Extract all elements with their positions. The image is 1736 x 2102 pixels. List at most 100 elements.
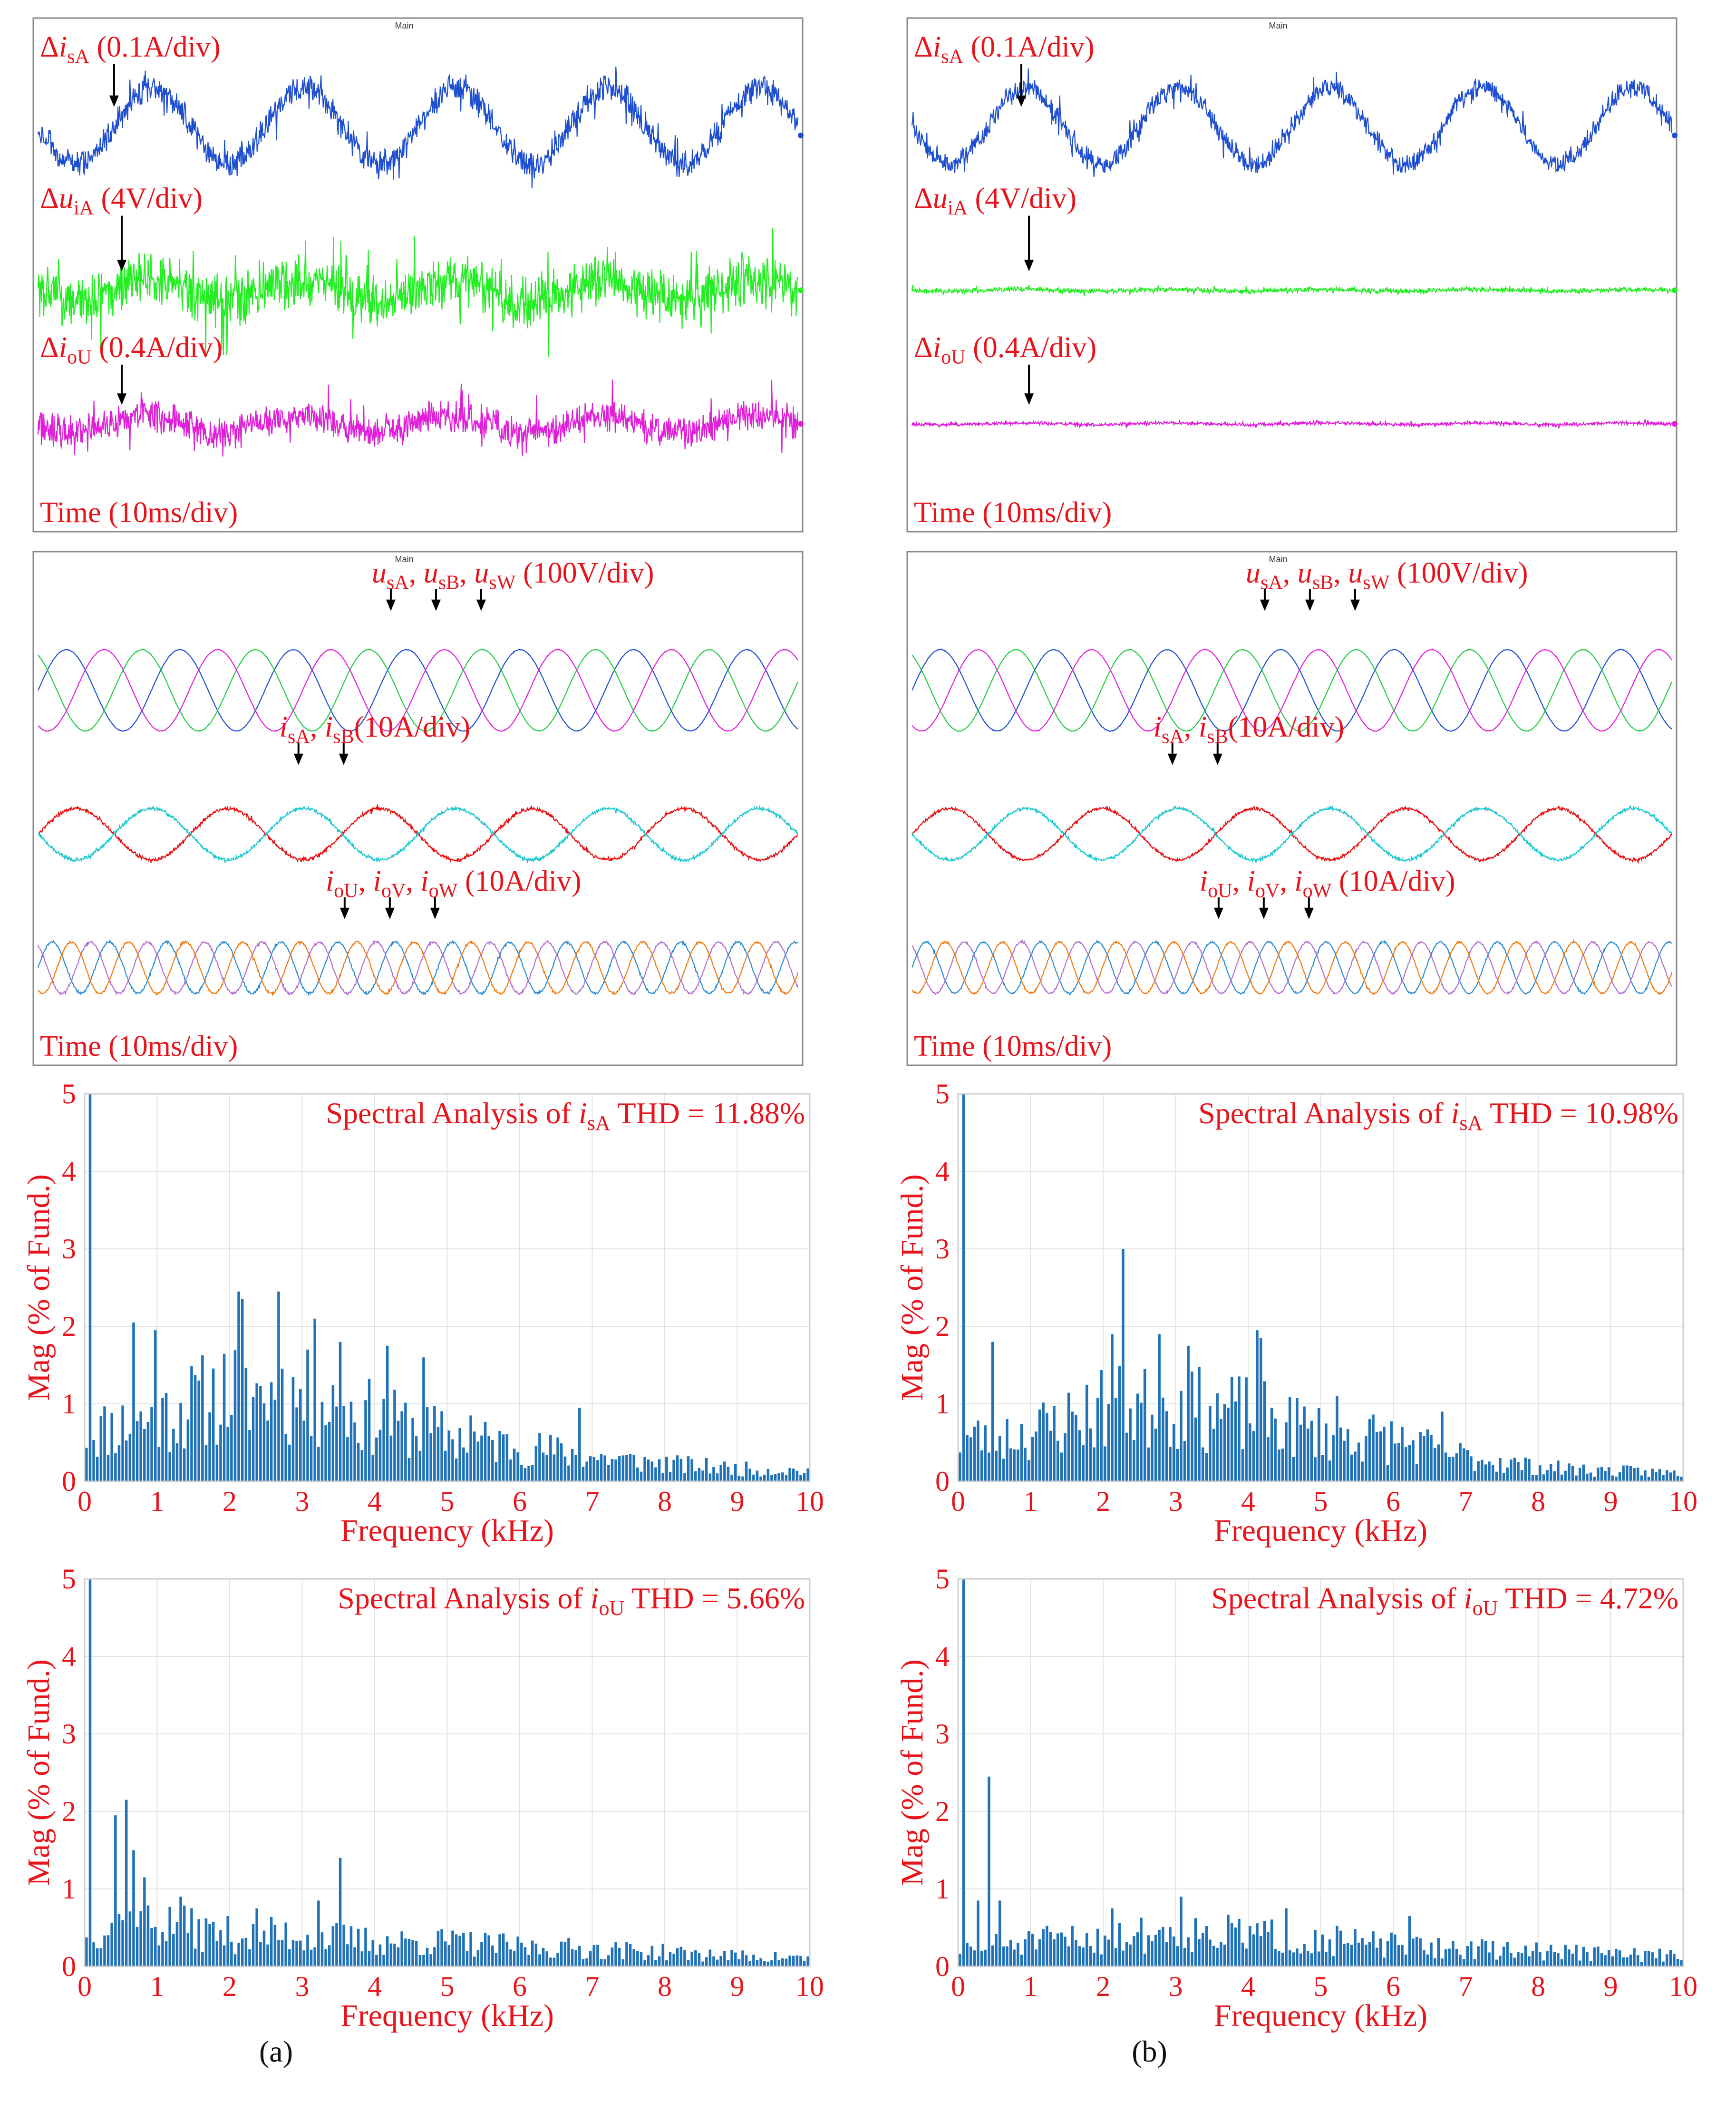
x-tick-label: 0 <box>951 1971 965 2002</box>
spectrum-bar <box>339 1342 342 1481</box>
spectrum-bar <box>1136 1393 1139 1481</box>
spectrum-bar <box>1267 1437 1270 1481</box>
spectrum-bar <box>777 1473 780 1481</box>
spectrum-bar <box>636 1467 639 1481</box>
spectrum-bar <box>1147 1447 1150 1481</box>
spectrum-bar <box>1433 1448 1436 1481</box>
spectrum-bar <box>1542 1960 1545 1966</box>
spectrum-bar <box>1321 1455 1324 1481</box>
spectrum-bar <box>88 1094 92 1481</box>
spectrum-bar <box>1017 1943 1019 1966</box>
spectrum-bar <box>1644 1951 1647 1966</box>
spectrum-bar <box>248 1949 251 1966</box>
spectrum-bar <box>1513 1458 1516 1481</box>
spectrum-bar <box>1444 1452 1447 1481</box>
spectrum-bar <box>1281 1952 1284 1966</box>
trace-label-2: ΔioU​ (0.4A/div) <box>40 331 223 369</box>
trace-arrow-0-head <box>1016 95 1026 107</box>
spectrum-bar <box>727 1960 730 1966</box>
spectrum-bar <box>1230 1377 1233 1481</box>
spectrum-bar <box>966 1435 969 1481</box>
time-label: Time (10ms/div) <box>914 1030 1112 1062</box>
wave-label-1: isA​, isB​(10A/div) <box>280 711 470 748</box>
spectrum-bar <box>1531 1475 1534 1481</box>
spectrum-bar <box>244 1937 248 1966</box>
spectrum-bar <box>621 1455 625 1481</box>
spectrum-bar <box>1296 1948 1299 1966</box>
spectrum-bar <box>603 1455 606 1481</box>
x-tick-label: 10 <box>1669 1971 1697 2002</box>
spectrum-bar <box>1317 1951 1320 1966</box>
y-tick-label: 3 <box>62 1233 76 1265</box>
spectrum-bar <box>549 1435 552 1481</box>
y-tick-label: 2 <box>62 1796 76 1827</box>
spectrum-bar <box>161 1932 164 1966</box>
spectrum-bar <box>233 1954 237 1966</box>
spectrum-bar <box>1162 1397 1164 1481</box>
trace-0 <box>911 68 1673 177</box>
x-axis-label: Frequency (kHz) <box>1214 1513 1427 1548</box>
wave-label-0: usA​, usB​, usW​ (100V/div) <box>1246 557 1528 594</box>
spectrum-bar <box>1665 1954 1668 1966</box>
spectrum-bar <box>1535 1475 1538 1481</box>
spectrum-bar <box>1611 1475 1614 1481</box>
spectrum-bar <box>146 1422 150 1481</box>
spectrum-bar <box>154 1330 157 1481</box>
spectrum-bar <box>1288 1397 1291 1481</box>
wave-arrow-0-0-head <box>386 599 396 611</box>
spectrum-bar <box>1575 1945 1578 1966</box>
spectrum-bar <box>1027 1931 1030 1966</box>
spectrum-bar <box>1027 1460 1030 1481</box>
spectrum-bar <box>230 1941 233 1966</box>
spectrum-bar <box>1571 1954 1574 1966</box>
spectrum-bar <box>1520 1470 1523 1481</box>
spectrum-bar <box>676 1455 679 1481</box>
spectrum-bar <box>204 1445 208 1481</box>
spectrum-bar <box>349 1926 353 1966</box>
chart-title: Spectral Analysis of ioU THD = 4.72% <box>1211 1581 1678 1620</box>
trace-label-1: ΔuiA​ (4V/div) <box>40 183 203 220</box>
spectrum-bar <box>683 1950 686 1966</box>
spectrum-bar <box>1647 1477 1650 1481</box>
spectrum-bar <box>1270 1919 1273 1966</box>
spectrum-bar <box>745 1955 748 1966</box>
spectrum-bar <box>513 1449 516 1481</box>
spectrum-bar <box>103 1406 106 1481</box>
spectrum-bar <box>476 1950 480 1966</box>
spectrum-bar <box>473 1431 476 1481</box>
spectrum-bar <box>592 1945 596 1966</box>
spectrum-bar <box>183 1448 186 1481</box>
wave-0-2 <box>38 649 798 732</box>
spectrum-bar <box>582 1467 585 1481</box>
spectrum-bar <box>1100 1370 1103 1481</box>
spectrum-bar <box>1288 1950 1291 1966</box>
spectrum-bar <box>701 1961 704 1966</box>
spectrum-bar <box>378 1944 382 1966</box>
spectrum-bar <box>1017 1449 1019 1481</box>
x-tick-label: 8 <box>658 1971 672 2002</box>
spectrum-bar <box>1513 1957 1516 1966</box>
y-axis-label: Mag (% of Fund.) <box>895 1659 930 1886</box>
spectrum-bar <box>1346 1943 1349 1966</box>
spectrum-bar <box>1455 1453 1458 1481</box>
spectrum-bar <box>1553 1471 1556 1481</box>
spectrum-bar <box>1644 1470 1647 1481</box>
spectrum-bar <box>741 1950 744 1966</box>
spectrum-bar <box>1597 1467 1600 1481</box>
spectrum-bar <box>1626 1957 1629 1966</box>
spectrum-bar <box>335 1406 338 1481</box>
spectrum-bar <box>1067 1392 1070 1481</box>
wave-arrow-1-0-head <box>293 753 303 765</box>
spectrum-bar <box>1234 1927 1237 1966</box>
spectrum-bar <box>1085 1933 1088 1966</box>
spectrum-bar <box>502 1434 505 1481</box>
time-label: Time (10ms/div) <box>914 496 1112 529</box>
spectrum-bar <box>1241 1449 1244 1481</box>
spectrum-bar <box>1227 1915 1230 1966</box>
spectrum-bar <box>640 1471 643 1481</box>
spectrum-bar <box>99 1416 103 1481</box>
spectrum-bar <box>531 1940 534 1966</box>
spectrum-bar <box>1230 1923 1233 1966</box>
spectrum-bar <box>969 1437 972 1481</box>
